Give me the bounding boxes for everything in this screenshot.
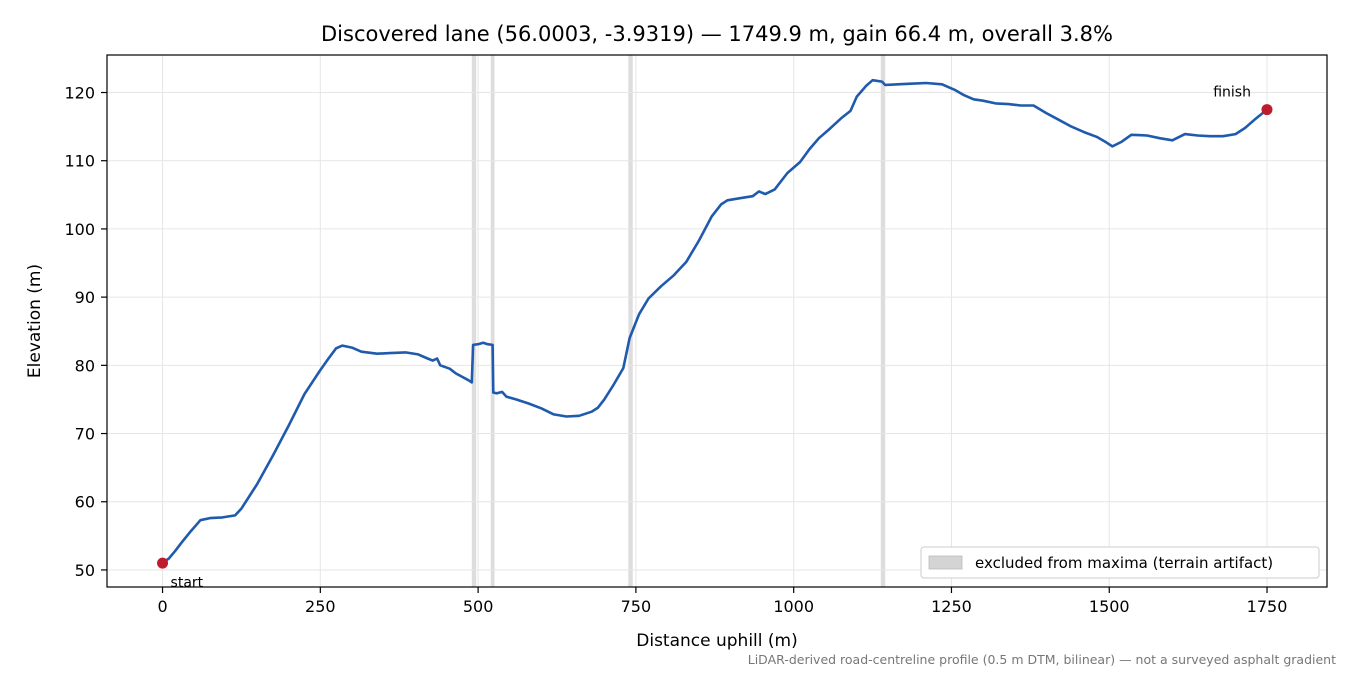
finish-marker <box>1261 104 1273 116</box>
chart-caption: LiDAR-derived road-centreline profile (0… <box>748 652 1336 667</box>
x-tick-label: 1250 <box>931 597 972 616</box>
y-tick-label: 100 <box>64 220 95 239</box>
grid-lines <box>107 55 1327 587</box>
finish-label: finish <box>1213 85 1251 101</box>
x-tick-label: 1000 <box>773 597 814 616</box>
excluded-band <box>490 55 495 587</box>
legend-label: excluded from maxima (terrain artifact) <box>975 554 1273 572</box>
x-axis-ticks: 0 250 500 750 1000 1250 1500 1750 <box>157 587 1287 616</box>
plot-area <box>107 55 1327 587</box>
x-tick-label: 1750 <box>1247 597 1288 616</box>
plot-frame <box>106 54 1328 588</box>
x-tick-label: 500 <box>463 597 494 616</box>
x-tick-label: 0 <box>157 597 167 616</box>
excluded-band <box>880 55 886 587</box>
start-label: start <box>171 575 204 591</box>
y-tick-label: 110 <box>64 152 95 171</box>
excluded-band <box>628 55 633 587</box>
x-tick-label: 250 <box>305 597 336 616</box>
y-tick-label: 80 <box>75 356 95 375</box>
legend-swatch <box>928 555 963 570</box>
y-tick-label: 90 <box>75 288 95 307</box>
elevation-line <box>161 78 1268 565</box>
y-tick-label: 50 <box>75 561 95 580</box>
excluded-bands <box>471 55 886 587</box>
start-marker <box>157 557 169 569</box>
x-axis-label: Distance uphill (m) <box>636 631 797 651</box>
x-tick-label: 1500 <box>1089 597 1130 616</box>
y-axis-ticks: 50 60 70 80 90 100 110 120 <box>64 84 107 580</box>
x-tick-label: 750 <box>621 597 652 616</box>
legend-box <box>920 546 1320 579</box>
y-axis-label: Elevation (m) <box>25 264 45 378</box>
excluded-band <box>471 55 477 587</box>
y-tick-label: 70 <box>75 425 95 444</box>
y-tick-label: 60 <box>75 493 95 512</box>
y-tick-label: 120 <box>64 84 95 103</box>
legend: excluded from maxima (terrain artifact) <box>920 546 1320 579</box>
chart-title: Discovered lane (56.0003, -3.9319) — 174… <box>321 22 1113 46</box>
